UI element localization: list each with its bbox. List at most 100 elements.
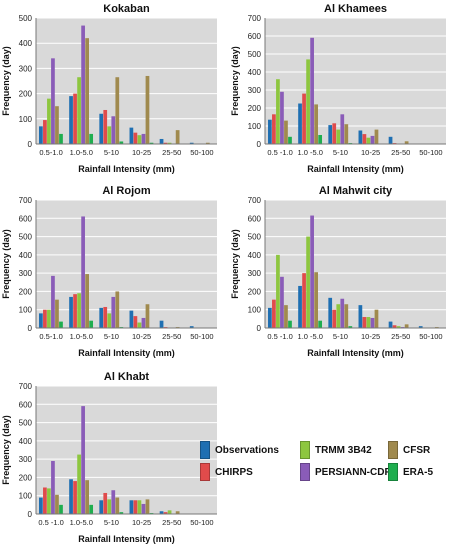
bar-trmm-3b42 [107,126,112,144]
x-tick-label: 10-25 [361,332,380,341]
y-axis-label: Frequency (day) [1,415,11,485]
bar-observations [99,307,104,328]
bar-trmm-3b42 [306,236,310,328]
y-axis-label: Frequency (day) [1,46,11,116]
bar-persiann-cdr [280,276,284,328]
bar-cfsr [284,305,288,328]
bar-chirps [302,93,306,144]
y-tick-label: 100 [19,115,33,124]
legend-item-persiann: PERSIANN-CDR [300,463,392,481]
legend-item-observations: Observations [200,441,279,459]
legend-swatch [388,463,398,481]
bar-trmm-3b42 [396,326,401,328]
bar-era-5 [288,320,292,328]
bar-cfsr [145,304,150,328]
bar-era-5 [348,326,353,328]
y-tick-label: 600 [19,214,33,223]
x-tick-label: 25-50 [162,148,181,157]
bar-era-5 [119,512,124,514]
y-tick-label: 200 [19,90,33,99]
chart-al-mahwit-city: Al Mahwit city 0 100 200 300 400 500 600 700 0.5 … [230,185,446,358]
bar-observations [39,126,43,144]
bar-observations [69,296,73,328]
bar-cfsr [115,497,120,514]
chart-title: Al Khamees [324,3,387,15]
bar-trmm-3b42 [107,499,112,514]
bar-observations [328,297,333,328]
chart-al-khamees: Al Khamees 0 100 200 300 400 500 600 700 0.5 -1.0… [230,3,446,174]
bar-persiann-cdr [310,37,314,144]
bar-cfsr [344,304,349,328]
bar-trmm-3b42 [137,135,142,144]
bar-persiann-cdr [340,114,345,144]
y-tick-label: 600 [19,400,33,409]
bar-trmm-3b42 [276,79,280,144]
y-tick-label: 700 [19,196,33,205]
bar-cfsr [55,494,59,514]
bar-observations [189,142,194,144]
bar-chirps [43,309,47,328]
x-tick-label: 5-10 [104,518,119,527]
y-tick-label: 700 [248,196,262,205]
bar-observations [99,500,104,514]
y-tick-label: 300 [19,269,33,278]
x-tick-label: 1.0-5.0 [70,332,93,341]
bar-persiann-cdr [51,58,55,144]
bar-era-5 [59,133,63,144]
plot-area [265,18,446,144]
chart-title: Al Rojom [102,185,150,197]
bar-chirps [133,500,138,514]
x-axis-label: Rainfall Intensity (mm) [78,534,175,544]
x-tick-label: 50-100 [419,148,442,157]
bar-trmm-3b42 [276,254,280,328]
legend: Observations TRMM 3B42 CFSR CHIRPS PERSI… [200,437,450,507]
panel-al-rojom: Al Rojom 0 100 200 300 400 500 600 700 0.5-1.0 1.0… [0,182,225,364]
y-axis-label: Frequency (day) [230,229,240,299]
bar-era-5 [318,320,323,328]
plot-area [36,18,217,144]
bar-trmm-3b42 [137,500,142,514]
bar-chirps [163,512,168,514]
legend-label: CFSR [403,444,431,456]
bar-observations [268,119,272,144]
x-tick-label: 5-10 [333,332,348,341]
x-tick-label: 5-10 [104,148,119,157]
bar-trmm-3b42 [137,322,142,328]
x-tick-label: 10-25 [132,518,151,527]
bar-observations [129,500,134,514]
bar-observations [39,313,43,328]
bar-persiann-cdr [340,298,345,328]
x-tick-label: 50-100 [419,332,442,341]
plot-area [36,200,217,328]
bar-observations [388,321,393,328]
x-tick-label: 0.5 -1.0 [38,518,63,527]
y-tick-label: 200 [248,287,262,296]
bar-chirps [73,481,77,514]
y-tick-label: 700 [19,382,33,391]
y-tick-label: 0 [28,510,33,519]
bar-era-5 [59,321,63,328]
bar-persiann-cdr [51,275,55,328]
bar-chirps [103,109,108,144]
y-tick-label: 400 [19,251,33,260]
y-tick-label: 200 [19,287,33,296]
y-tick-label: 300 [19,64,33,73]
bar-persiann-cdr [141,317,146,328]
legend-swatch [200,441,210,459]
panel-kokaban: Kokaban 0 100 200 300 400 500 0.5-1.0 1.0-5.0 5-1… [0,0,225,180]
y-tick-label: 500 [19,14,33,23]
bar-chirps [133,316,138,328]
chart-al-khabt: Al Khabt 0 100 200 300 400 500 600 700 0.5 -1.0 1.… [1,371,217,544]
bar-era-5 [89,504,94,514]
bar-observations [418,326,423,328]
bar-persiann-cdr [111,490,116,514]
legend-label: Observations [215,444,279,456]
y-tick-label: 100 [248,122,262,131]
bar-observations [189,326,194,328]
y-tick-label: 400 [19,39,33,48]
bar-cfsr [374,129,379,144]
bar-cfsr [115,291,120,328]
bar-observations [69,96,73,144]
bar-chirps [43,120,47,144]
y-tick-label: 0 [28,140,33,149]
